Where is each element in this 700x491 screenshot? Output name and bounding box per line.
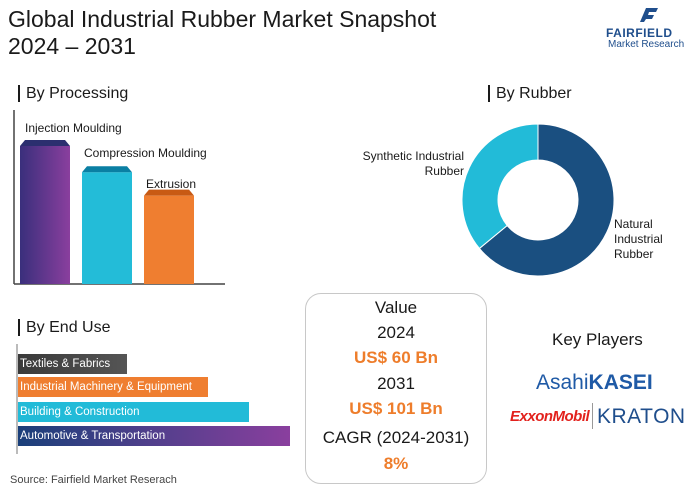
title-line-2: 2024 – 2031: [8, 33, 136, 59]
fairfield-logo-icon: [640, 8, 658, 22]
logo-name: FAIRFIELD: [606, 26, 673, 40]
cagr-value: 8%: [383, 454, 409, 473]
label-compression: Compression Moulding: [84, 146, 207, 160]
donut-slice-natural: [478, 123, 615, 277]
exxonmobil-logo: ExxonMobil: [510, 408, 590, 425]
processing-bar-cap-3: [144, 189, 194, 196]
label-natural: Natural Industrial Rubber: [614, 217, 663, 262]
label-synthetic: Synthetic Industrial Rubber: [352, 149, 464, 179]
page-title: Global Industrial Rubber Market Snapshot…: [8, 6, 436, 60]
fairfield-logo: FAIRFIELD Market Research: [602, 4, 692, 54]
kraton-logo: KRATON: [597, 405, 686, 428]
label-extrusion: Extrusion: [146, 177, 197, 191]
label-natural-line2: Industrial: [614, 232, 663, 246]
title-line-1: Global Industrial Rubber Market Snapshot: [8, 6, 437, 32]
cagr-label: CAGR (2024-2031): [322, 428, 470, 447]
label-synthetic-line2: Rubber: [424, 164, 464, 178]
kasei-text: KASEI: [588, 371, 653, 394]
value-box: Value 2024 US$ 60 Bn 2031 US$ 101 Bn CAG…: [305, 293, 487, 484]
section-rubber: By Rubber: [488, 85, 572, 102]
processing-bar-3: [144, 195, 194, 284]
processing-bar-cap-2: [82, 166, 132, 173]
rubber-donut-chart: [461, 123, 615, 277]
donut-slice-synthetic: [461, 123, 539, 250]
end-use-bar-4: Automotive & Transportation: [18, 426, 290, 446]
value-2024: US$ 60 Bn: [353, 348, 439, 367]
value-year-2031: 2031: [377, 374, 415, 393]
processing-bar-cap-1: [20, 140, 70, 146]
end-use-bar-label-1: Textiles & Fabrics: [20, 358, 111, 370]
end-use-bar-label-4: Automotive & Transportation: [20, 430, 166, 442]
label-natural-line3: Rubber: [614, 247, 654, 261]
value-year-2024: 2024: [377, 323, 415, 342]
processing-bar-1: [20, 146, 70, 284]
asahi-text: Asahi: [536, 371, 589, 394]
label-natural-line1: Natural: [614, 217, 653, 231]
processing-bar-chart: [13, 110, 225, 285]
end-use-bar-3: Building & Construction: [18, 402, 250, 422]
processing-bar-2: [82, 172, 132, 284]
logo-divider: [592, 403, 593, 429]
label-synthetic-line1: Synthetic Industrial: [362, 149, 464, 163]
value-heading: Value: [374, 298, 418, 317]
end-use-bar-2: Industrial Machinery & Equipment: [18, 377, 209, 397]
section-key-players: Key Players: [552, 330, 643, 349]
end-use-bar-chart: Textiles & Fabrics Industrial Machinery &…: [18, 354, 293, 454]
source-note: Source: Fairfield Market Reserach: [10, 474, 177, 486]
section-processing: By Processing: [18, 85, 128, 102]
label-injection: Injection Moulding: [25, 121, 122, 135]
end-use-bar-1: Textiles & Fabrics: [18, 354, 127, 374]
value-2031: US$ 101 Bn: [349, 399, 443, 418]
end-use-bar-label-3: Building & Construction: [20, 406, 140, 418]
logo-subtitle: Market Research: [608, 39, 685, 50]
end-use-bar-label-2: Industrial Machinery & Equipment: [20, 381, 192, 393]
asahi-kasei-logo: AsahiKASEI: [536, 371, 653, 395]
end-use-axis: [16, 344, 18, 454]
section-end-use: By End Use: [18, 319, 110, 336]
